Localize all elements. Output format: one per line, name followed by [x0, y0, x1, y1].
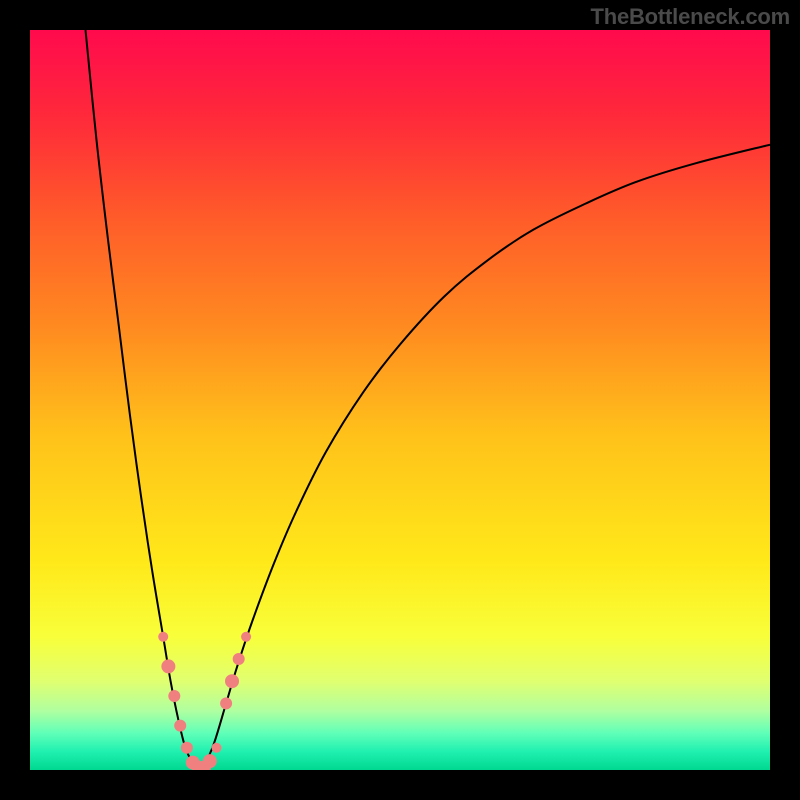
chart-svg — [30, 30, 770, 770]
data-marker — [174, 720, 186, 732]
data-marker — [181, 742, 193, 754]
watermark-text: TheBottleneck.com — [590, 4, 790, 30]
data-marker — [220, 697, 232, 709]
chart-background — [30, 30, 770, 770]
data-marker — [203, 754, 217, 768]
bottleneck-chart — [30, 30, 770, 770]
data-marker — [168, 690, 180, 702]
data-marker — [211, 743, 221, 753]
data-marker — [158, 632, 168, 642]
data-marker — [233, 653, 245, 665]
data-marker — [241, 632, 251, 642]
data-marker — [225, 674, 239, 688]
data-marker — [161, 659, 175, 673]
